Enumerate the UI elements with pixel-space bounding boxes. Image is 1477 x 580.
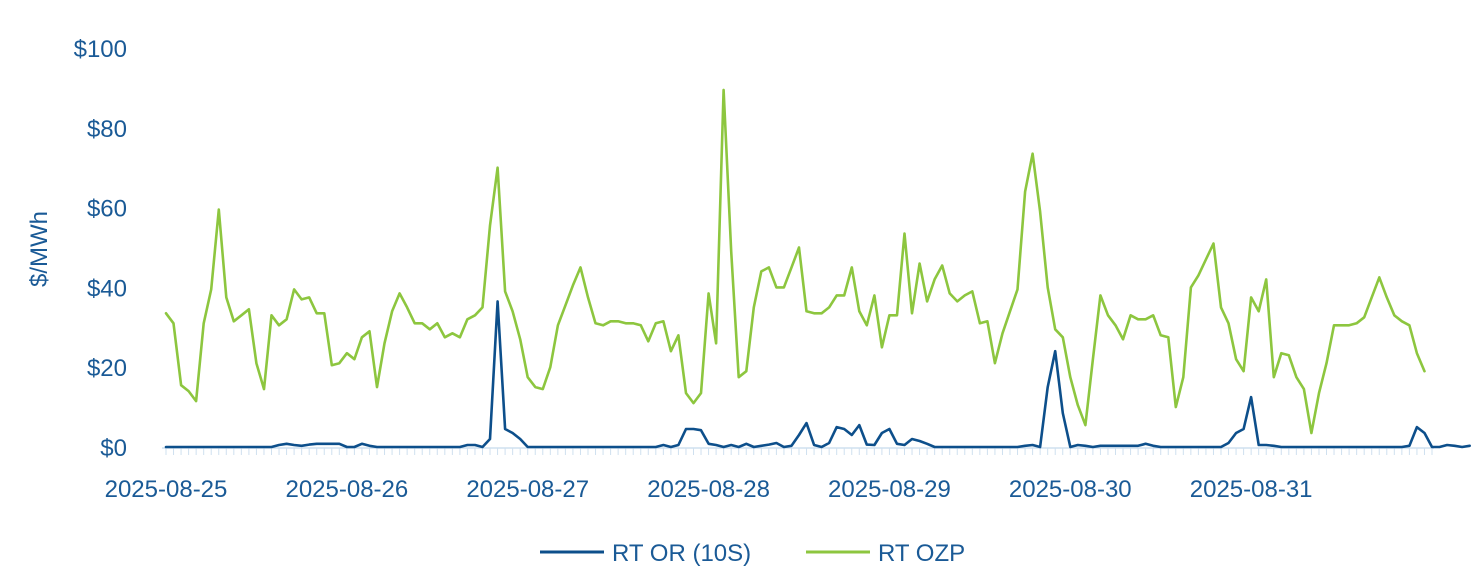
y-axis: $0 $20 $40 $60 $80 $100: [74, 36, 127, 462]
x-tick-label: 2025-08-26: [285, 476, 408, 503]
y-tick-label: $80: [87, 116, 127, 143]
x-tick-label: 2025-08-28: [647, 476, 770, 503]
x-tick-label: 2025-08-30: [1009, 476, 1132, 503]
legend: RT OR (10S) RT OZP: [540, 540, 965, 567]
x-tick-label: 2025-08-29: [828, 476, 951, 503]
y-tick-label: $0: [100, 435, 127, 462]
legend-label: RT OR (10S): [612, 540, 751, 567]
legend-label: RT OZP: [878, 540, 965, 567]
y-tick-label: $100: [74, 36, 127, 63]
x-tick-label: 2025-08-25: [105, 476, 228, 503]
x-axis: 2025-08-25 2025-08-26 2025-08-27 2025-08-28…: [105, 447, 1434, 503]
y-axis-title: $/MWh: [26, 211, 53, 287]
series-layer: [164, 88, 1471, 449]
y-tick-label: $40: [87, 275, 127, 302]
x-tick-label: 2025-08-27: [466, 476, 589, 503]
x-tick-label: 2025-08-31: [1190, 476, 1313, 503]
y-tick-label: $20: [87, 355, 127, 382]
y-tick-label: $60: [87, 196, 127, 223]
series-line-rt-ozp: [164, 88, 1426, 435]
series-line-rt-or-10s: [164, 300, 1471, 449]
